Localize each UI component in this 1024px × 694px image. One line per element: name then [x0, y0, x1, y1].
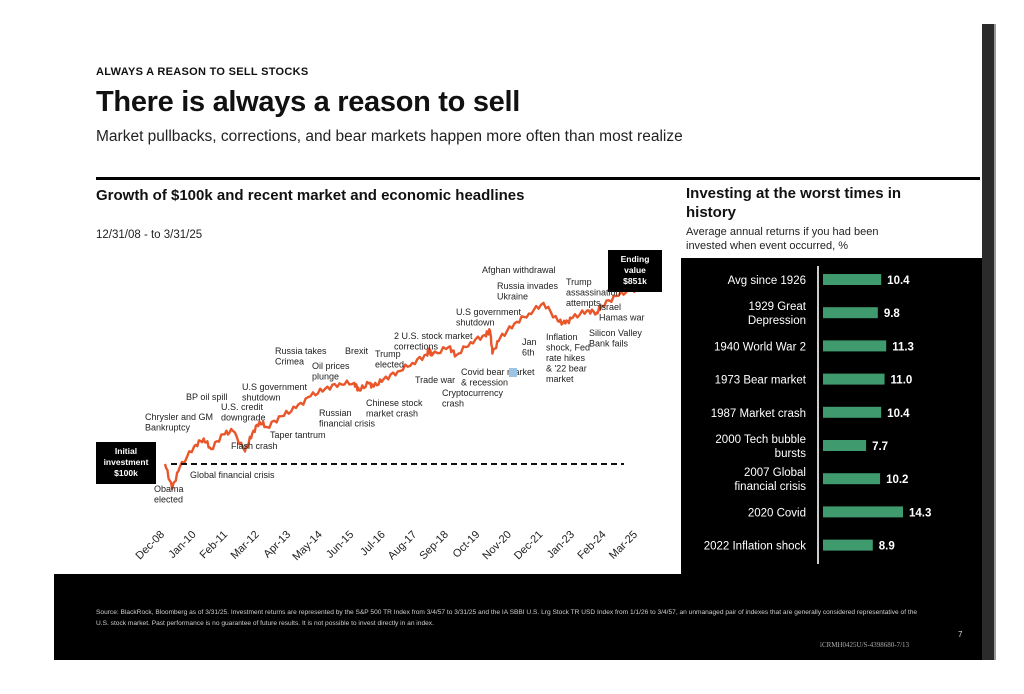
bar-chart-title: Investing at the worst times in history	[686, 185, 902, 221]
bar-category-label: 2007 Global financial crisis	[734, 467, 806, 493]
initial-investment-box	[96, 442, 156, 484]
bar-value-label: 10.4	[887, 275, 910, 287]
bar-category-label: 1929 Great Depression	[748, 301, 807, 327]
event-annotation: Trump elected	[375, 349, 404, 370]
x-tick-label: Feb-24	[575, 529, 608, 562]
event-annotation: Oil prices plunge	[312, 361, 350, 382]
event-annotation: Russia takes Crimea	[275, 346, 327, 367]
bar	[823, 340, 887, 352]
ending-value-label: Ending value $851k	[621, 254, 650, 286]
x-tick-label: Sep-18	[417, 529, 451, 563]
event-annotation: Afghan withdrawal	[482, 265, 556, 275]
bar-category-label: 2022 Inflation shock	[704, 541, 807, 553]
event-annotation: Russia invades Ukraine	[497, 281, 559, 302]
x-tick-label: Jan-10	[166, 529, 198, 561]
bar	[823, 473, 881, 485]
event-annotation: Covid bear market & recession	[461, 367, 535, 388]
bar-value-label: 11.3	[892, 341, 914, 353]
event-annotation: Silicon Valley Bank fails	[589, 328, 642, 349]
bar	[823, 506, 903, 518]
right-border	[982, 24, 994, 660]
x-tick-label: Feb-11	[198, 529, 231, 562]
page-title: There is always a reason to sell	[96, 86, 520, 118]
ending-value-box	[608, 250, 662, 292]
event-annotation: Global financial crisis	[190, 470, 275, 480]
bar	[823, 406, 882, 418]
bar-category-label: 1987 Market crash	[711, 408, 806, 420]
bar-value-label: 10.4	[887, 408, 910, 420]
bar	[823, 307, 878, 319]
event-annotation: Taper tantrum	[270, 430, 326, 440]
bar-value-label: 9.8	[884, 308, 901, 320]
x-tick-label: Jun-15	[324, 529, 356, 561]
bar	[823, 274, 882, 285]
document-code: iCRMH0425U/S-4398680-7/13	[820, 641, 910, 649]
divider	[96, 177, 980, 180]
event-annotation: Brexit	[345, 346, 369, 356]
event-annotation: Trade war	[415, 375, 455, 385]
footer-bar	[54, 574, 982, 660]
line-chart-date-range: 12/31/08 - to 3/31/25	[96, 229, 203, 241]
x-tick-label: Nov-20	[480, 529, 514, 563]
x-tick-label: Jul-16	[358, 529, 388, 559]
bar	[823, 440, 867, 451]
event-annotation: Israel Hamas war	[599, 302, 645, 323]
right-border-edge	[994, 24, 996, 660]
eyebrow: ALWAYS A REASON TO SELL STOCKS	[96, 66, 309, 78]
event-annotation: Chrysler and GM Bankruptcy	[145, 412, 213, 433]
x-tick-label: Jan-23	[545, 529, 577, 561]
bar-value-label: 11.0	[891, 375, 913, 387]
line-chart-title: Growth of $100k and recent market and ec…	[96, 187, 525, 204]
event-annotation: Chinese stock market crash	[366, 398, 423, 419]
bar	[823, 539, 873, 551]
bar-chart-description: Average annual returns if you had been i…	[686, 226, 879, 252]
bar-category-label: 2020 Covid	[748, 507, 806, 519]
event-annotation: Jan 6th	[522, 337, 537, 358]
x-tick-label: Dec-08	[134, 529, 168, 563]
event-annotation: Obama elected	[154, 484, 184, 505]
bar-category-label: 2000 Tech bubble bursts	[715, 434, 806, 460]
x-tick-label: Mar-12	[229, 529, 262, 562]
page-subtitle: Market pullbacks, corrections, and bear …	[96, 128, 683, 145]
bar-value-label: 7.7	[872, 441, 888, 453]
initial-investment-label: Initial investment $100k	[104, 446, 149, 478]
x-tick-label: Dec-21	[512, 529, 546, 563]
event-annotation: U.S. credit downgrade	[221, 402, 266, 423]
page-number: 7	[958, 630, 963, 639]
x-tick-label: Mar-25	[607, 529, 640, 562]
portfolio-growth-line	[163, 286, 639, 491]
event-annotation: BP oil spill	[186, 392, 227, 402]
x-tick-label: Apr-13	[261, 529, 293, 561]
bar-category-label: Avg since 1926	[728, 275, 806, 287]
event-annotation: Russian financial crisis	[319, 408, 376, 429]
x-tick-label: Aug-17	[386, 529, 420, 563]
event-annotation: Inflation shock, Fed rate hikes & '22 bear m…	[546, 332, 590, 384]
event-annotation: Flash crash	[231, 441, 278, 451]
event-annotation: 2 U.S. stock market corrections	[394, 331, 473, 352]
bar-category-label: 1973 Bear market	[715, 375, 807, 387]
bar	[823, 373, 885, 385]
x-tick-label: May-14	[290, 529, 324, 563]
bar-value-label: 10.2	[886, 474, 908, 486]
bar-value-label: 14.3	[909, 507, 931, 519]
bar-value-label: 8.9	[879, 541, 895, 553]
event-annotation: U.S government shutdown	[242, 382, 308, 403]
event-annotation: Cryptocurrency crash	[442, 388, 504, 409]
source-note: Source: BlackRock, Bloomberg as of 3/31/…	[96, 609, 918, 627]
event-annotation: Trump assassination attempts	[566, 277, 621, 308]
bar-category-label: 1940 World War 2	[714, 341, 806, 353]
x-tick-label: Oct-19	[451, 529, 483, 561]
highlight-marker	[509, 368, 517, 377]
event-annotation: U.S government shutdown	[456, 307, 522, 328]
slide: ALWAYS A REASON TO SELL STOCKS There is …	[54, 24, 982, 660]
